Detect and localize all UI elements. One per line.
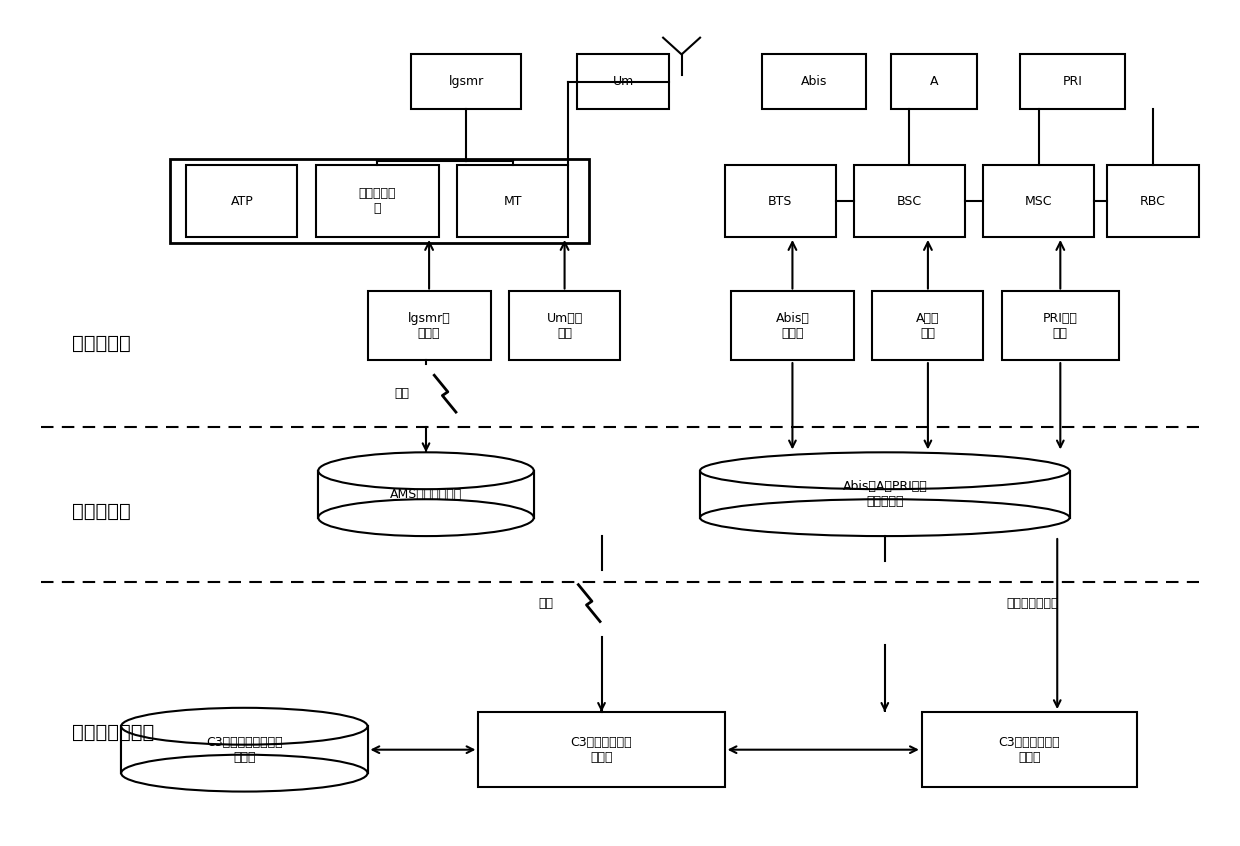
Ellipse shape xyxy=(319,499,533,536)
Bar xyxy=(367,292,491,360)
Text: 无线传输单
元: 无线传输单 元 xyxy=(358,187,396,215)
Text: C3超时智能分析系统
数据库: C3超时智能分析系统 数据库 xyxy=(206,736,283,764)
Ellipse shape xyxy=(701,453,1070,489)
Text: lgsmr: lgsmr xyxy=(449,75,484,88)
Text: ATP: ATP xyxy=(231,195,253,207)
Bar xyxy=(510,292,620,360)
Bar xyxy=(873,292,983,360)
Bar xyxy=(319,470,533,518)
Bar xyxy=(1106,165,1199,237)
Bar xyxy=(701,470,1070,518)
Text: BTS: BTS xyxy=(768,195,792,207)
Text: 公网: 公网 xyxy=(538,596,553,610)
Text: MSC: MSC xyxy=(1025,195,1053,207)
Bar xyxy=(122,726,367,773)
Bar xyxy=(983,165,1094,237)
Bar xyxy=(921,712,1137,788)
Bar xyxy=(458,165,568,237)
Text: Um车载
监测: Um车载 监测 xyxy=(547,312,583,340)
Text: AMS地面数据中心: AMS地面数据中心 xyxy=(389,487,463,501)
Bar xyxy=(1002,292,1118,360)
Bar xyxy=(761,54,867,109)
Text: 采集子系统: 采集子系统 xyxy=(72,334,130,353)
Text: Abis接
口监测: Abis接 口监测 xyxy=(775,312,810,340)
Text: 铁路数据通信网: 铁路数据通信网 xyxy=(1007,596,1059,610)
Bar xyxy=(854,165,965,237)
Text: MT: MT xyxy=(503,195,522,207)
Text: BSC: BSC xyxy=(897,195,923,207)
Text: Abis: Abis xyxy=(801,75,827,88)
Ellipse shape xyxy=(701,499,1070,536)
Text: lgsmr接
口监测: lgsmr接 口监测 xyxy=(408,312,450,340)
Bar xyxy=(316,165,439,237)
Text: Um: Um xyxy=(613,75,634,88)
Bar xyxy=(1021,54,1125,109)
Text: C3超时智能分析
服务器: C3超时智能分析 服务器 xyxy=(570,736,632,764)
Ellipse shape xyxy=(319,453,533,489)
Bar xyxy=(186,165,298,237)
Text: PRI接口
监测: PRI接口 监测 xyxy=(1043,312,1078,340)
Ellipse shape xyxy=(122,755,367,792)
Bar xyxy=(724,165,836,237)
Bar xyxy=(410,54,522,109)
Text: A接口
监测: A接口 监测 xyxy=(916,312,940,340)
Bar xyxy=(479,712,724,788)
Bar xyxy=(170,159,589,243)
Bar xyxy=(577,54,670,109)
Text: 存储子系统: 存储子系统 xyxy=(72,502,130,520)
Text: C3超时智能分析
客户端: C3超时智能分析 客户端 xyxy=(998,736,1060,764)
Text: A: A xyxy=(930,75,939,88)
Text: PRI: PRI xyxy=(1063,75,1083,88)
Bar xyxy=(892,54,977,109)
Ellipse shape xyxy=(122,708,367,744)
Text: RBC: RBC xyxy=(1140,195,1166,207)
Text: 公网: 公网 xyxy=(394,387,409,400)
Text: 智能分析子系统: 智能分析子系统 xyxy=(72,723,154,743)
Text: Abis、A、PRI接口
存储数据库: Abis、A、PRI接口 存储数据库 xyxy=(842,481,928,508)
Bar xyxy=(730,292,854,360)
